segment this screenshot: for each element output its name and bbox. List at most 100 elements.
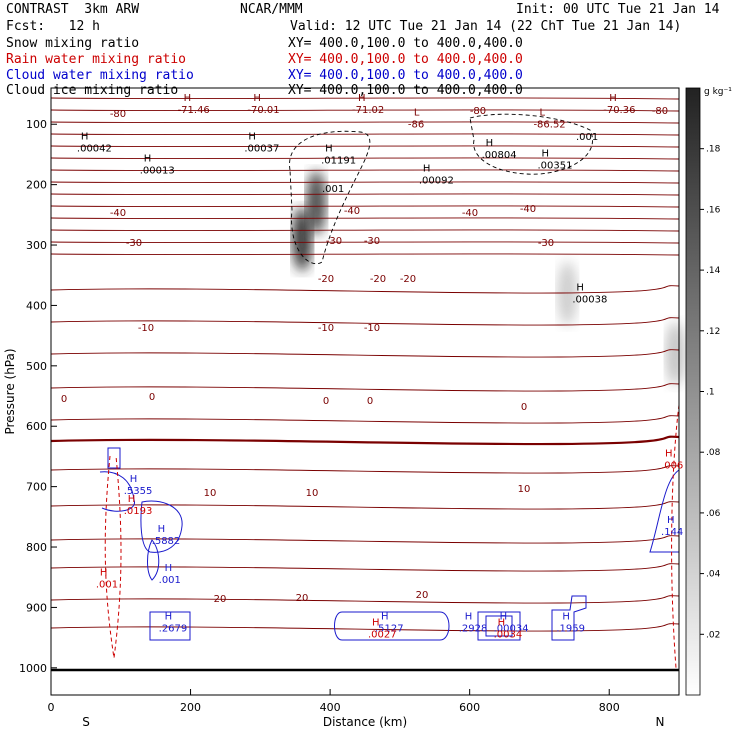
rain-contour [104,455,122,659]
isotherm [50,193,680,196]
temp-extreme-value: -71.02 [352,105,384,116]
cloud-water-extreme-value: .5882 [152,536,181,547]
isotherm-label: -20 [400,274,416,285]
isotherm [50,109,680,112]
cloud-water-extreme-marker: H [158,524,166,535]
colorbar: .02 .04 .06 .08 .1 .12 .14 .16 .18 g kg⁻¹ [685,87,732,696]
cloud-water-extreme-value: .5127 [375,624,404,635]
y-tick-label: 600 [26,420,47,433]
isotherm-label: -10 [138,323,154,334]
field-rain-xy: XY= 400.0,100.0 to 400.0,400.0 [288,52,523,67]
x-tick-label: 600 [459,701,480,714]
isotherm-label: 20 [214,594,227,605]
cloud-water-extreme-value: .5355 [124,486,153,497]
isotherm [50,349,680,358]
rain-extreme-value: .006 [661,460,683,471]
snow-extreme-value: .00038 [572,295,607,306]
cloud-ice-contour [289,130,371,265]
cloud-water-extreme-marker: H [165,612,173,623]
snow-extreme-value: .00092 [419,176,454,187]
end-label-north: N [656,715,665,729]
isotherm [50,465,680,474]
isotherm [50,383,680,392]
cloud-water-contour [334,611,450,641]
field-cloudice-xy: XY= 400.0,100.0 to 400.0,400.0 [288,83,523,98]
y-tick-label: 800 [26,541,47,554]
isotherm-label: 20 [416,590,429,601]
cloud-water-contour [477,611,521,641]
header-init: Init: 00 UTC Tue 21 Jan 14 [516,2,720,17]
x-tick-label: 0 [48,701,55,714]
cloud-water-extreme-marker: H [381,612,389,623]
rain-contour [671,404,680,669]
y-tick-label: 200 [26,179,47,192]
cloud-water-contour [485,615,513,637]
snow-extreme-value: .00804 [482,150,517,161]
isotherm [50,535,680,544]
isotherm [50,623,680,632]
cloud-water-contour [149,611,191,641]
isotherm-label: -30 [126,238,142,249]
field-snow-xy: XY= 400.0,100.0 to 400.0,400.0 [288,36,523,51]
end-label-south: S [82,715,90,729]
x-tick-label: 800 [599,701,620,714]
snow-shading [292,170,686,386]
snow-blob [306,170,327,235]
isotherm [50,563,680,572]
temp-extreme-value: -70.01 [247,105,279,116]
cloud-water-extreme-marker: H [165,563,173,574]
axes: 0 200 400 600 800100200300400500600700800900… [3,118,664,729]
colorbar-tick-label: .02 [706,630,720,640]
isotherm-label: -30 [364,236,380,247]
snow-extreme-marker: H [144,153,152,164]
isotherm [50,241,680,244]
temp-extreme-value: -70.36 [603,105,635,116]
plot-frame [50,87,680,696]
cloud-water-extreme-value: .2928 [459,624,488,635]
colorbar-ramp [685,87,701,696]
isotherm-label: 20 [296,593,309,604]
temp-extreme-marker: H [609,93,617,104]
rain-extreme-value: .0034 [494,630,523,641]
cloud-water-contour [649,469,680,553]
snow-extreme-marker: H [423,164,431,175]
y-tick-label: 700 [26,481,47,494]
temp-extreme-value: -86 [408,119,424,130]
isotherm [50,121,680,124]
isotherm [50,169,680,172]
snow-extreme-marker: H [486,138,494,149]
temp-extreme-marker: H [358,93,366,104]
isotherm [50,217,680,220]
temp-extreme-marker: H [253,93,261,104]
temp-extreme-marker: L [414,107,420,118]
isotherm-label: 10 [518,484,531,495]
isotherm [50,229,680,232]
colorbar-tick-label: .1 [706,388,715,398]
field-snow-name: Snow mixing ratio [6,36,140,51]
y-tick-label: 500 [26,360,47,373]
isotherm-label: 0 [521,402,527,413]
cloud-water-extreme-marker: H [130,474,138,485]
colorbar-tick-label: .04 [706,570,721,580]
isotherm-label: -10 [318,323,334,334]
header-valid: Valid: 12 UTC Tue 21 Jan 14 (22 ChT Tue … [290,19,682,34]
isotherm-label: 0 [367,396,373,407]
isotherm [50,415,680,424]
isotherm-label: 0 [149,392,155,403]
isotherm [50,97,680,100]
cloud-ice-label: .001 [322,184,344,195]
colorbar-unit: g kg⁻¹ [704,87,732,97]
temp-extreme-value: -71.46 [178,105,210,116]
snow-extreme-value: .00037 [244,144,279,155]
isotherm-label: -40 [520,204,536,215]
chart-labels: -80 -80 -80 -40 -40 -40 -40 -30 -30 -30 -30 -20 -20 -… [61,93,683,641]
isotherm [50,501,680,510]
rain-extreme-marker: H [128,494,136,505]
x-tick-label: 200 [180,701,201,714]
field-rain-name: Rain water mixing ratio [6,52,187,67]
rain-extreme-marker: H [372,618,380,629]
isotherm-label: -40 [110,208,126,219]
rain-extreme-value: .0193 [124,506,153,517]
isotherm [50,317,680,326]
